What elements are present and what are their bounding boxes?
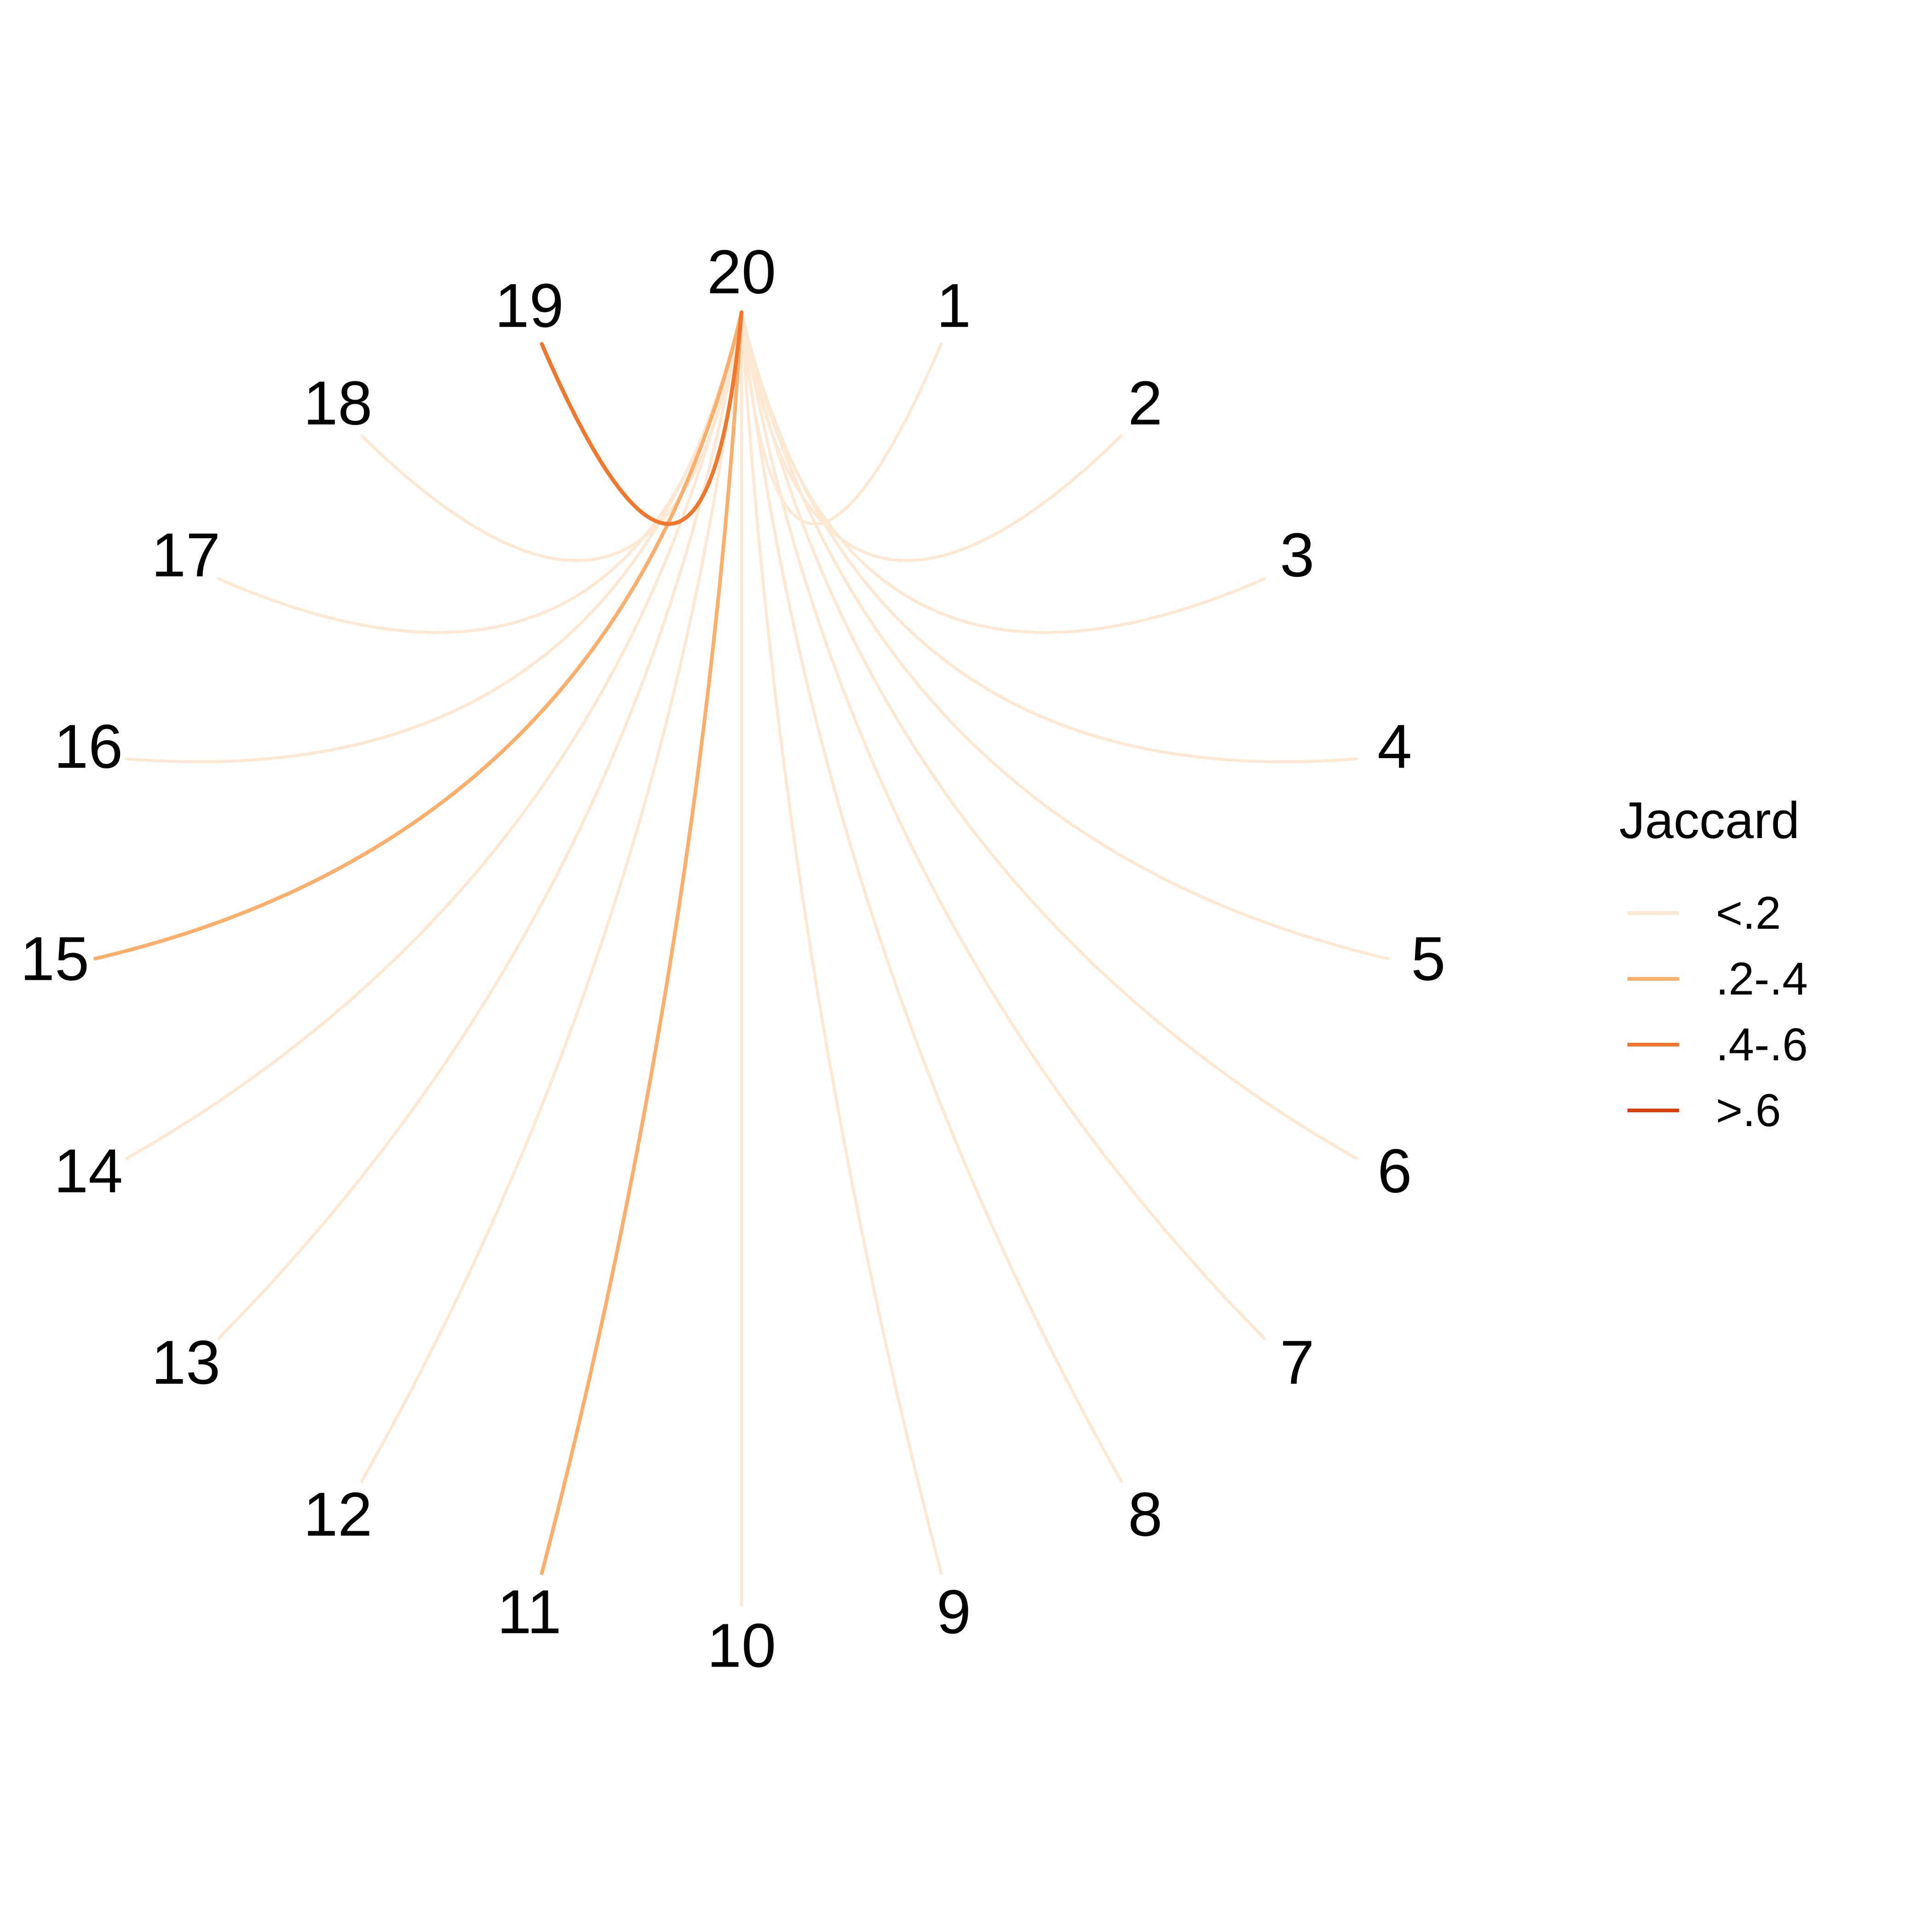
legend: Jaccard <.2 .2-.4 .4-.6 >.6: [1619, 792, 1808, 1136]
legend-label: .4-.6: [1716, 1019, 1808, 1070]
node-label-10: 10: [707, 1611, 776, 1680]
edge-20-15: [93, 310, 743, 960]
node-label-16: 16: [54, 712, 123, 781]
edge-20-17: [217, 310, 743, 634]
node-label-17: 17: [151, 520, 220, 590]
edge-20-8: [740, 310, 1123, 1483]
edge-20-2: [740, 310, 1123, 562]
node-label-14: 14: [54, 1136, 123, 1206]
node-label-6: 6: [1377, 1136, 1412, 1206]
node-label-5: 5: [1411, 924, 1445, 994]
edge-20-11: [540, 310, 743, 1576]
node-label-12: 12: [303, 1479, 372, 1549]
node-label-8: 8: [1128, 1479, 1162, 1549]
legend-label: <.2: [1716, 887, 1781, 939]
legend-entry: .2-.4: [1627, 953, 1808, 1005]
node-label-1: 1: [937, 271, 971, 340]
edges-layer: [93, 310, 1390, 1607]
node-label-4: 4: [1377, 712, 1412, 781]
node-label-19: 19: [495, 271, 564, 340]
edge-20-7: [740, 310, 1266, 1340]
node-label-20: 20: [707, 237, 776, 307]
edge-20-13: [217, 310, 743, 1340]
node-label-15: 15: [20, 924, 89, 994]
edge-20-5: [740, 310, 1390, 960]
node-label-18: 18: [303, 368, 372, 438]
legend-label: >.6: [1716, 1085, 1781, 1136]
node-label-7: 7: [1280, 1328, 1314, 1397]
edge-20-4: [740, 310, 1358, 764]
legend-entry: <.2: [1627, 887, 1781, 939]
node-label-9: 9: [937, 1577, 971, 1646]
node-label-3: 3: [1280, 520, 1314, 590]
legend-entry: .4-.6: [1627, 1019, 1808, 1070]
legend-label: .2-.4: [1716, 953, 1808, 1005]
legend-title: Jaccard: [1619, 792, 1800, 849]
edge-20-9: [740, 310, 943, 1575]
edge-20-3: [740, 310, 1266, 634]
edge-20-19: [540, 310, 744, 526]
node-label-11: 11: [497, 1577, 562, 1646]
legend-entry: >.6: [1627, 1085, 1781, 1136]
legend-items: <.2 .2-.4 .4-.6 >.6: [1627, 887, 1808, 1136]
edge-20-12: [360, 310, 743, 1483]
node-label-2: 2: [1128, 368, 1162, 438]
edge-20-6: [740, 310, 1358, 1160]
edge-20-18: [360, 310, 743, 562]
edge-20-14: [125, 310, 743, 1160]
node-label-13: 13: [151, 1328, 220, 1397]
